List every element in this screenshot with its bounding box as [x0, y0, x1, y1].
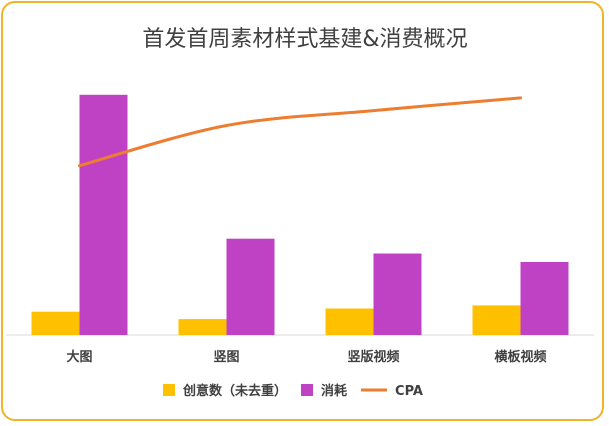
line-cpa	[78, 96, 522, 168]
x-tick-labels: 大图 竖图 竖版视频 横板视频	[66, 349, 546, 365]
legend-item-3: CPA	[361, 384, 423, 399]
legend: 创意数（未去重） 消耗 CPA	[163, 383, 423, 399]
legend-swatch	[301, 384, 314, 396]
legend-label: 创意数（未去重）	[182, 383, 287, 399]
x-tick-label: 大图	[66, 349, 92, 365]
bar-spend-4	[520, 262, 569, 335]
legend-label: CPA	[395, 384, 423, 399]
bar-creatives-1	[31, 311, 80, 335]
x-tick-label: 竖图	[213, 350, 239, 365]
lines-group	[78, 96, 522, 168]
legend-label: 消耗	[321, 383, 347, 399]
legend-swatch	[163, 384, 175, 396]
bar-creatives-2	[178, 319, 227, 335]
x-tick-label: 横板视频	[494, 349, 546, 365]
x-tick-label: 竖版视频	[347, 349, 399, 365]
chart-title: 首发首周素材样式基建&消费概况	[142, 27, 467, 52]
legend-item-2: 消耗	[301, 383, 347, 399]
legend-item-1: 创意数（未去重）	[163, 383, 287, 399]
bars-group	[31, 94, 569, 335]
bar-creatives-3	[325, 308, 374, 335]
bar-spend-1	[79, 94, 128, 335]
bar-spend-3	[373, 253, 422, 335]
bar-creatives-4	[472, 305, 521, 335]
bar-spend-2	[226, 238, 275, 335]
